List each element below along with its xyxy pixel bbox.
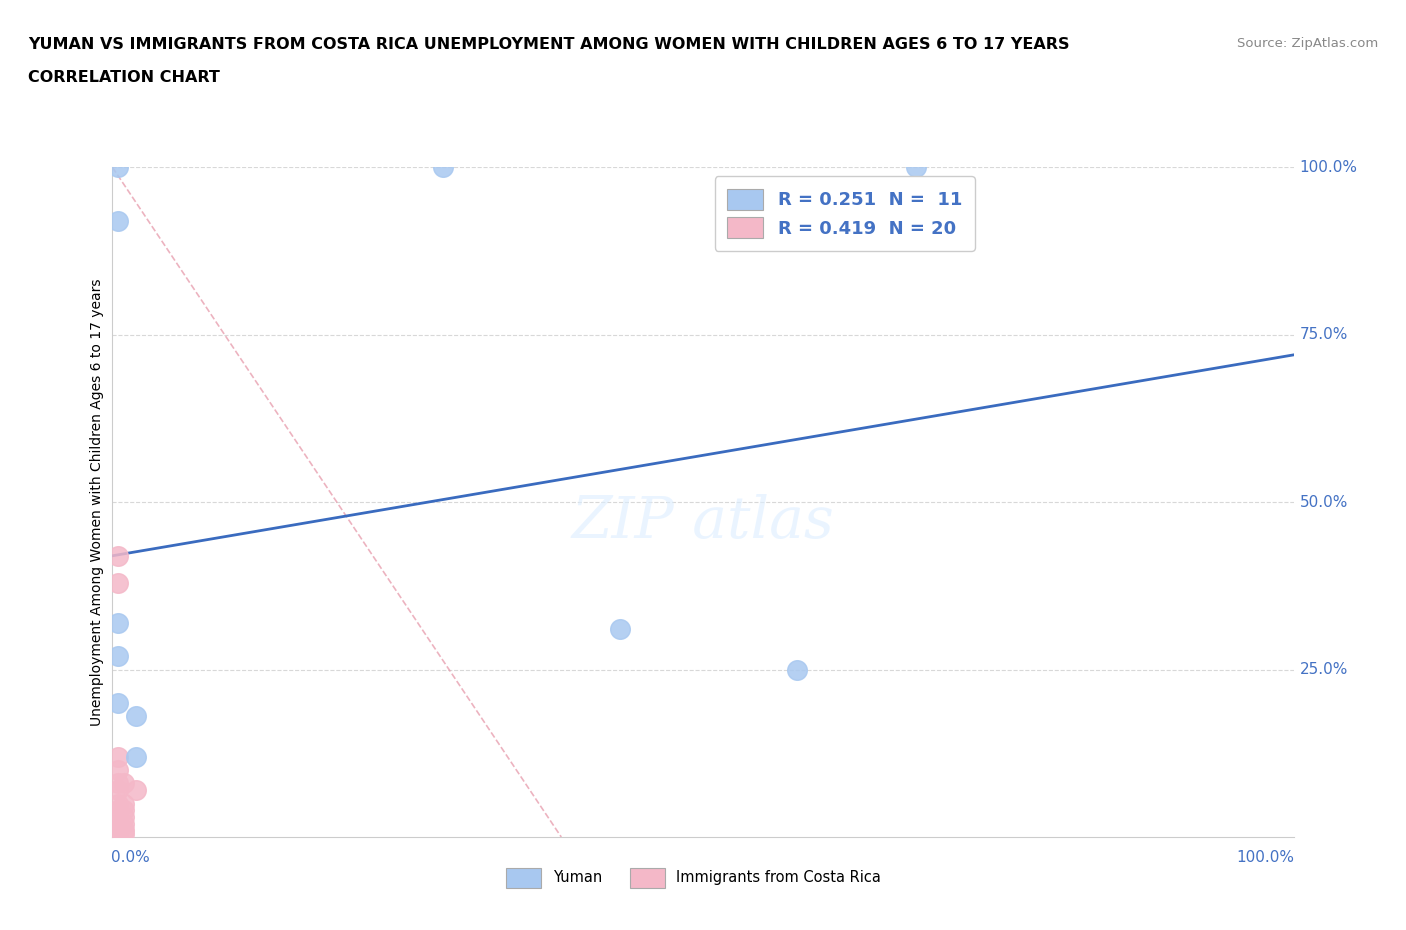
Point xyxy=(107,809,129,824)
Text: Source: ZipAtlas.com: Source: ZipAtlas.com xyxy=(1237,37,1378,50)
Point xyxy=(107,575,129,590)
Point xyxy=(107,616,129,631)
Point xyxy=(432,160,454,175)
Text: 100.0%: 100.0% xyxy=(1299,160,1357,175)
Point xyxy=(107,796,129,811)
Legend: R = 0.251  N =  11, R = 0.419  N = 20: R = 0.251 N = 11, R = 0.419 N = 20 xyxy=(714,177,974,251)
Point xyxy=(107,817,129,831)
Point xyxy=(112,776,135,790)
Text: 50.0%: 50.0% xyxy=(1299,495,1348,510)
Point xyxy=(107,783,129,798)
Text: Yuman: Yuman xyxy=(553,870,602,885)
Text: Immigrants from Costa Rica: Immigrants from Costa Rica xyxy=(676,870,882,885)
Text: ZIP atlas: ZIP atlas xyxy=(572,494,834,551)
Y-axis label: Unemployment Among Women with Children Ages 6 to 17 years: Unemployment Among Women with Children A… xyxy=(90,278,104,726)
Text: CORRELATION CHART: CORRELATION CHART xyxy=(28,70,219,85)
Text: 0.0%: 0.0% xyxy=(111,850,150,866)
Point xyxy=(107,214,129,229)
Point xyxy=(609,622,631,637)
Point xyxy=(107,823,129,838)
Point xyxy=(112,796,135,811)
Point xyxy=(107,763,129,777)
Point xyxy=(112,823,135,838)
Text: 75.0%: 75.0% xyxy=(1299,327,1348,342)
Text: YUMAN VS IMMIGRANTS FROM COSTA RICA UNEMPLOYMENT AMONG WOMEN WITH CHILDREN AGES : YUMAN VS IMMIGRANTS FROM COSTA RICA UNEM… xyxy=(28,37,1070,52)
Point xyxy=(112,826,135,841)
Point xyxy=(786,662,808,677)
Point xyxy=(112,803,135,817)
Point xyxy=(112,809,135,824)
Point xyxy=(107,649,129,664)
Point xyxy=(107,549,129,564)
Point xyxy=(904,160,927,175)
Point xyxy=(112,817,135,831)
Point xyxy=(107,826,129,841)
Text: 25.0%: 25.0% xyxy=(1299,662,1348,677)
Point xyxy=(107,776,129,790)
Text: 100.0%: 100.0% xyxy=(1237,850,1295,866)
Point xyxy=(107,160,129,175)
Point xyxy=(107,803,129,817)
Point xyxy=(125,783,148,798)
Point xyxy=(107,750,129,764)
Point xyxy=(107,696,129,711)
Point xyxy=(125,750,148,764)
Point xyxy=(125,709,148,724)
